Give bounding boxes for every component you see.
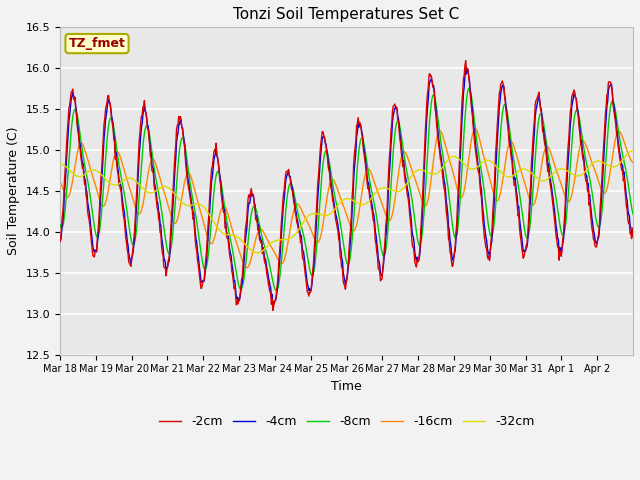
-32cm: [438, 165, 446, 170]
-2cm: [269, 308, 276, 313]
-2cm: [406, 219, 414, 225]
-8cm: [56, 222, 64, 228]
-2cm: [228, 272, 236, 277]
-8cm: [280, 235, 287, 241]
-4cm: [56, 239, 64, 244]
-4cm: [438, 165, 446, 171]
-16cm: [56, 180, 64, 185]
-16cm: [629, 159, 637, 165]
-2cm: [124, 247, 131, 252]
-32cm: [228, 232, 236, 238]
-4cm: [269, 302, 276, 308]
-4cm: [406, 209, 414, 215]
-32cm: [258, 249, 266, 254]
-32cm: [124, 175, 131, 181]
-16cm: [258, 227, 266, 233]
-4cm: [280, 203, 287, 209]
-16cm: [406, 163, 414, 168]
-2cm: [56, 239, 64, 245]
-4cm: [629, 226, 637, 231]
-4cm: [257, 237, 265, 243]
-8cm: [257, 229, 265, 235]
-32cm: [629, 147, 637, 153]
Line: -4cm: -4cm: [60, 69, 633, 305]
-32cm: [56, 161, 64, 167]
-8cm: [465, 85, 473, 91]
-2cm: [438, 171, 446, 177]
-8cm: [272, 288, 280, 294]
-2cm: [280, 192, 287, 198]
-4cm: [228, 265, 236, 271]
-8cm: [124, 210, 131, 216]
-16cm: [280, 259, 287, 264]
-8cm: [406, 187, 414, 193]
Line: -2cm: -2cm: [60, 60, 633, 311]
-16cm: [472, 126, 479, 132]
-2cm: [629, 225, 637, 231]
-16cm: [243, 265, 251, 271]
X-axis label: Time: Time: [331, 380, 362, 393]
Y-axis label: Soil Temperature (C): Soil Temperature (C): [7, 127, 20, 255]
-4cm: [462, 66, 470, 72]
-2cm: [257, 240, 265, 246]
-8cm: [228, 247, 236, 253]
-8cm: [438, 150, 446, 156]
-32cm: [280, 237, 287, 242]
-32cm: [253, 250, 261, 256]
-16cm: [228, 228, 236, 233]
-4cm: [124, 238, 131, 243]
Text: TZ_fmet: TZ_fmet: [68, 37, 125, 50]
-32cm: [406, 175, 414, 180]
Line: -16cm: -16cm: [60, 129, 633, 268]
Title: Tonzi Soil Temperatures Set C: Tonzi Soil Temperatures Set C: [234, 7, 460, 22]
-16cm: [438, 132, 446, 138]
Line: -8cm: -8cm: [60, 88, 633, 291]
-8cm: [629, 211, 637, 217]
-16cm: [124, 178, 131, 183]
Line: -32cm: -32cm: [60, 150, 633, 253]
-2cm: [462, 58, 470, 63]
Legend: -2cm, -4cm, -8cm, -16cm, -32cm: -2cm, -4cm, -8cm, -16cm, -32cm: [154, 410, 540, 433]
